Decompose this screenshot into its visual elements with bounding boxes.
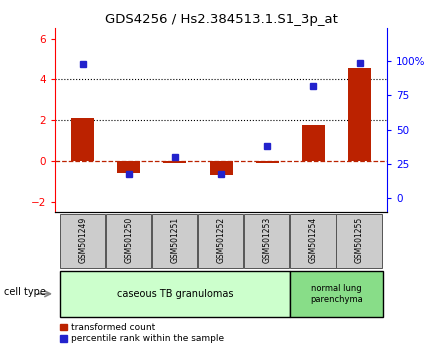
Text: GSM501249: GSM501249 [78, 216, 87, 263]
Text: GSM501254: GSM501254 [309, 216, 318, 263]
Legend: transformed count, percentile rank within the sample: transformed count, percentile rank withi… [59, 323, 224, 343]
Bar [209, 161, 233, 175]
FancyBboxPatch shape [290, 270, 383, 317]
Text: GSM501255: GSM501255 [355, 216, 364, 263]
FancyBboxPatch shape [290, 213, 336, 268]
Bar [163, 161, 187, 163]
Text: GSM501251: GSM501251 [170, 217, 180, 263]
FancyBboxPatch shape [198, 213, 243, 268]
Bar [71, 118, 94, 161]
Text: GSM501252: GSM501252 [216, 217, 226, 263]
Text: caseous TB granulomas: caseous TB granulomas [117, 289, 233, 299]
FancyBboxPatch shape [152, 213, 197, 268]
Bar [256, 161, 279, 163]
Text: GSM501253: GSM501253 [263, 216, 272, 263]
FancyBboxPatch shape [59, 270, 290, 317]
Text: GSM501250: GSM501250 [125, 216, 133, 263]
FancyBboxPatch shape [59, 213, 105, 268]
FancyBboxPatch shape [337, 213, 381, 268]
Title: GDS4256 / Hs2.384513.1.S1_3p_at: GDS4256 / Hs2.384513.1.S1_3p_at [105, 13, 337, 26]
FancyBboxPatch shape [106, 213, 151, 268]
Bar [348, 68, 371, 161]
Text: normal lung
parenchyma: normal lung parenchyma [310, 284, 363, 303]
Bar [302, 125, 325, 161]
Bar [117, 161, 140, 172]
FancyBboxPatch shape [244, 213, 290, 268]
Text: cell type: cell type [4, 287, 46, 297]
